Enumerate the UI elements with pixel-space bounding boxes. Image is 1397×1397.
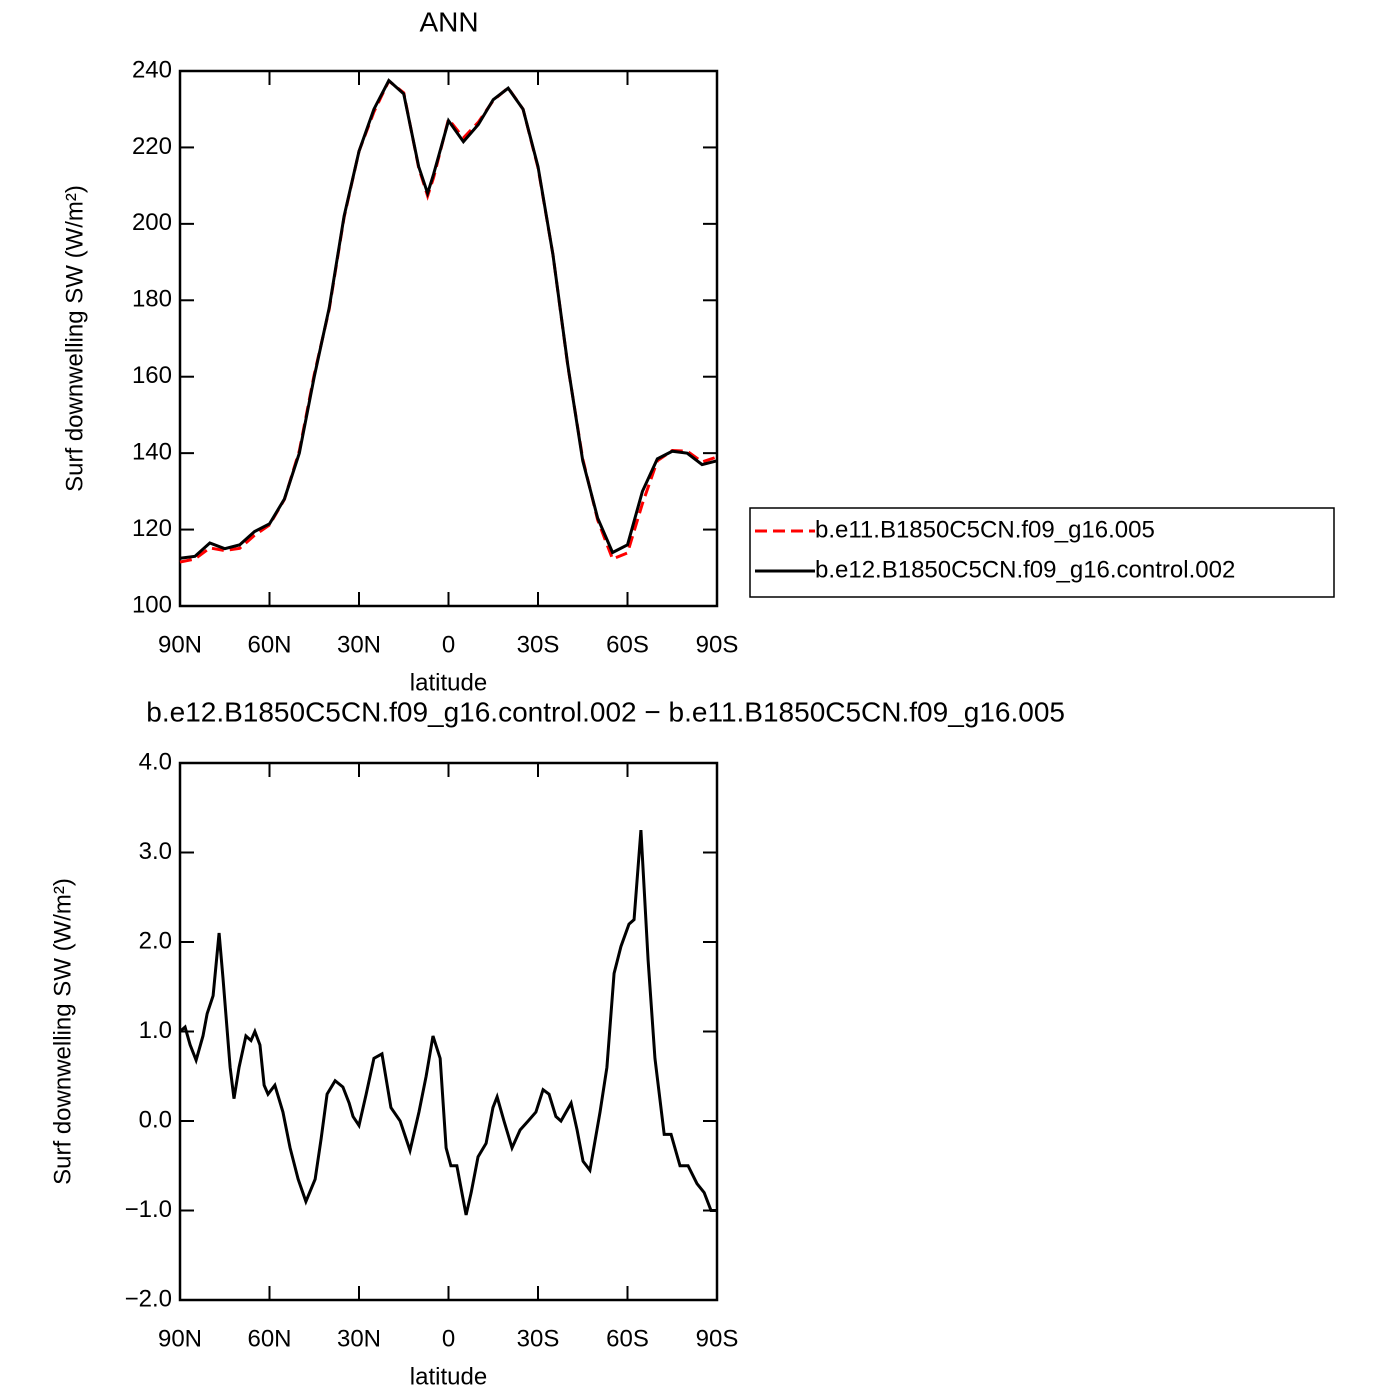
y-tick-label: −1.0	[125, 1196, 172, 1223]
x-tick-label: 90N	[158, 1325, 202, 1352]
x-tick-label: 30S	[517, 631, 560, 658]
y-tick-label: 220	[132, 133, 172, 160]
y-tick-label: 3.0	[139, 838, 172, 865]
x-tick-label: 60N	[247, 631, 291, 658]
y-tick-label: 240	[132, 56, 172, 83]
x-tick-label: 90S	[696, 1325, 739, 1352]
x-tick-label: 30N	[337, 631, 381, 658]
x-tick-label: 60S	[606, 1325, 649, 1352]
chart-title: b.e12.B1850C5CN.f09_g16.control.002 − b.…	[146, 696, 1065, 727]
y-axis-label: Surf downwelling SW (W/m²)	[61, 185, 88, 492]
y-tick-label: 200	[132, 209, 172, 236]
data-line	[179, 830, 717, 1216]
x-axis-label: latitude	[410, 1363, 487, 1390]
legend-label: b.e11.B1850C5CN.f09_g16.005	[815, 516, 1155, 543]
y-tick-label: 0.0	[139, 1106, 172, 1133]
y-axis-label: Surf downwelling SW (W/m²)	[49, 878, 76, 1185]
y-tick-label: 1.0	[139, 1017, 172, 1044]
legend-label: b.e12.B1850C5CN.f09_g16.control.002	[815, 556, 1235, 583]
y-tick-label: −2.0	[125, 1285, 172, 1312]
data-line	[179, 78, 718, 564]
y-tick-label: 120	[132, 515, 172, 542]
y-tick-label: 2.0	[139, 927, 172, 954]
y-tick-label: 160	[132, 362, 172, 389]
y-tick-label: 4.0	[139, 748, 172, 775]
x-tick-label: 60S	[606, 631, 649, 658]
y-tick-label: 180	[132, 286, 172, 313]
x-tick-label: 30N	[337, 1325, 381, 1352]
x-tick-label: 30S	[517, 1325, 560, 1352]
chart-title: ANN	[419, 6, 478, 37]
x-tick-label: 60N	[247, 1325, 291, 1352]
plot-frame	[178, 761, 719, 1302]
x-tick-label: 90S	[696, 631, 739, 658]
legend-box	[749, 507, 1335, 598]
x-tick-label: 90N	[158, 631, 202, 658]
data-line	[179, 78, 718, 560]
y-tick-label: 100	[132, 591, 172, 618]
y-tick-label: 140	[132, 438, 172, 465]
x-tick-label: 0	[442, 631, 455, 658]
x-tick-label: 0	[442, 1325, 455, 1352]
x-axis-label: latitude	[410, 669, 487, 696]
